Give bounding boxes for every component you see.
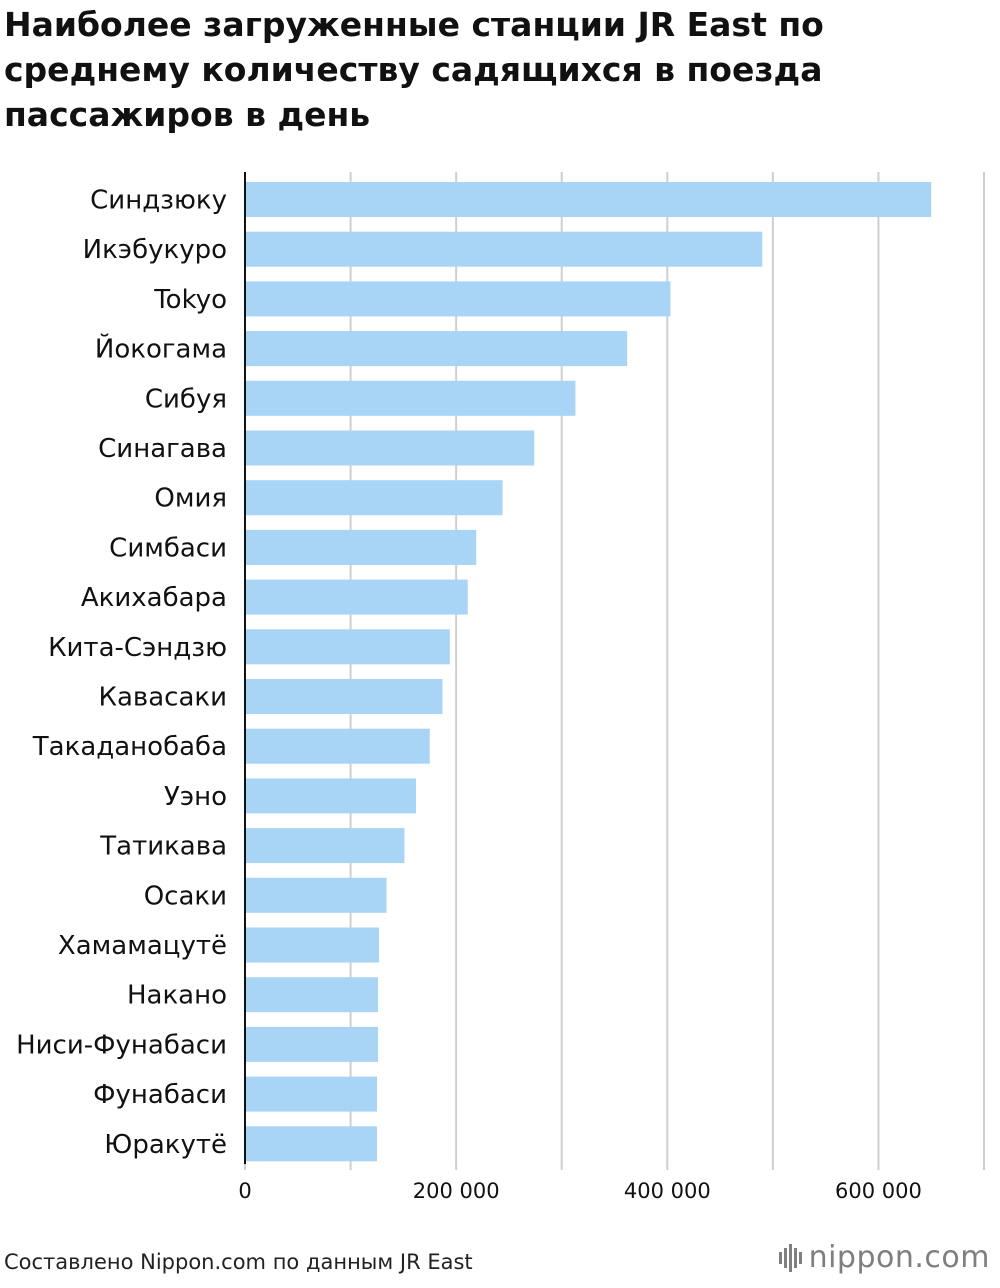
category-label: Уэно bbox=[164, 782, 227, 812]
category-label: Синагава bbox=[98, 434, 227, 464]
x-tick-label: 0 bbox=[238, 1179, 251, 1203]
bar bbox=[245, 1076, 377, 1112]
bar bbox=[245, 480, 503, 516]
bar bbox=[245, 728, 430, 764]
category-label: Юракутё bbox=[104, 1130, 227, 1160]
bar bbox=[245, 430, 535, 466]
bar bbox=[245, 579, 468, 615]
bar bbox=[245, 927, 380, 963]
category-label: Симбаси bbox=[109, 533, 227, 563]
category-label: Сибуя bbox=[145, 384, 227, 414]
bar bbox=[245, 231, 763, 267]
category-label: Ниси-Фунабаси bbox=[16, 1030, 227, 1060]
bar bbox=[245, 1126, 377, 1162]
source-note: Составлено Nippon.com по данным JR East bbox=[4, 1250, 473, 1274]
category-label: Акихабара bbox=[81, 583, 227, 613]
bar bbox=[245, 529, 477, 565]
category-label: Такаданобаба bbox=[32, 732, 227, 762]
bar bbox=[245, 331, 628, 367]
bar bbox=[245, 1026, 379, 1062]
nippon-logo: nippon.com bbox=[778, 1240, 990, 1275]
bar bbox=[245, 778, 417, 814]
bar bbox=[245, 877, 387, 913]
bar bbox=[245, 629, 450, 665]
bar bbox=[245, 380, 576, 416]
x-tick-label: 200 000 bbox=[413, 1179, 500, 1203]
chart-title: Наиболее загруженные станции JR East по … bbox=[4, 5, 824, 134]
bar bbox=[245, 182, 932, 217]
category-label: Синдзюку bbox=[90, 186, 227, 216]
category-label: Кита-Сэндзю bbox=[48, 633, 227, 663]
logo-text: nippon.com bbox=[808, 1240, 990, 1275]
category-label: Кавасаки bbox=[99, 683, 227, 713]
category-label: Накано bbox=[127, 981, 227, 1011]
category-label: Икэбукуро bbox=[83, 235, 227, 265]
bar bbox=[245, 828, 405, 864]
category-label: Хамамацутё bbox=[58, 931, 227, 961]
category-label: Tokyo bbox=[153, 285, 227, 315]
category-label: Омия bbox=[154, 484, 227, 514]
category-label: Йокогама bbox=[95, 333, 227, 365]
x-tick-label: 400 000 bbox=[624, 1179, 711, 1203]
category-label: Татикава bbox=[99, 832, 227, 862]
bar bbox=[245, 281, 671, 317]
x-tick-label: 600 000 bbox=[835, 1179, 922, 1203]
nippon-logo-icon bbox=[778, 1243, 802, 1272]
bar bbox=[245, 977, 379, 1013]
bar bbox=[245, 679, 443, 714]
category-label: Осаки bbox=[144, 881, 227, 911]
category-label: Фунабаси bbox=[93, 1080, 227, 1110]
